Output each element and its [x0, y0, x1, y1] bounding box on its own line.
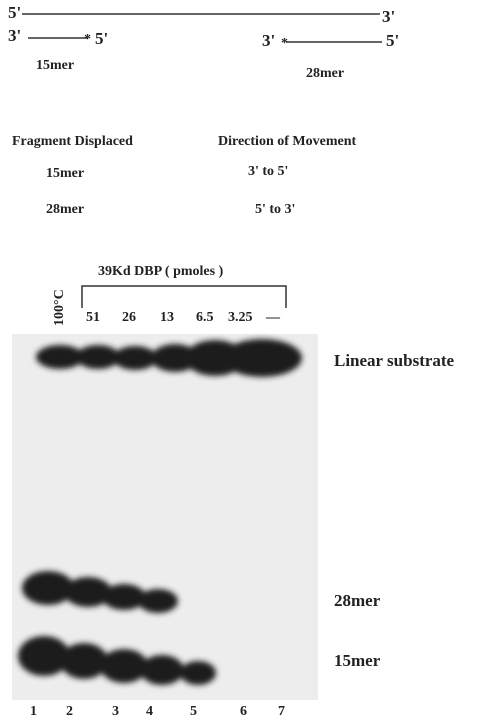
amount: 3.25 [228, 310, 253, 325]
band-label: 28mer [334, 591, 381, 610]
gel-title: 39Kd DBP ( pmoles ) [98, 264, 224, 279]
strand-end: 3' [262, 31, 275, 50]
strand-end: 3' [382, 7, 395, 26]
strand-end: 5' [95, 29, 108, 48]
lane-number: 6 [240, 704, 247, 719]
lane-number: 3 [112, 704, 119, 719]
lane-number: 1 [30, 704, 37, 719]
band-label: 15mer [334, 651, 381, 670]
lane-number: 2 [66, 704, 73, 719]
table-cell: 3' to 5' [248, 164, 288, 179]
label-star: * [84, 32, 91, 47]
lane-number: 7 [278, 704, 285, 719]
label-star: * [281, 36, 288, 51]
amount: 6.5 [196, 310, 214, 325]
table-header: Direction of Movement [218, 134, 356, 149]
band-label: Linear substrate [334, 351, 455, 370]
table-cell: 5' to 3' [255, 202, 295, 217]
table-header: Fragment Displaced [12, 134, 133, 149]
lane-number: 5 [190, 704, 197, 719]
amount: 51 [86, 310, 100, 325]
oligo-label: 15mer [36, 58, 74, 73]
amount: — [265, 310, 281, 325]
strand-end: 5' [8, 3, 21, 22]
bracket [82, 286, 286, 308]
oligo-label: 28mer [306, 66, 344, 81]
strand-end: 3' [8, 26, 21, 45]
amount: 26 [122, 310, 136, 325]
page: 5' 3' 3' * 5' 15mer 3' * 5' 28mer Fragme… [0, 0, 496, 723]
strand-end: 5' [386, 31, 399, 50]
figure: 5' 3' 3' * 5' 15mer 3' * 5' 28mer Fragme… [0, 0, 496, 723]
control-label: 100°C [52, 289, 67, 326]
amount: 13 [160, 310, 174, 325]
table-cell: 28mer [46, 202, 84, 217]
table-cell: 15mer [46, 166, 84, 181]
lane-number: 4 [146, 704, 153, 719]
